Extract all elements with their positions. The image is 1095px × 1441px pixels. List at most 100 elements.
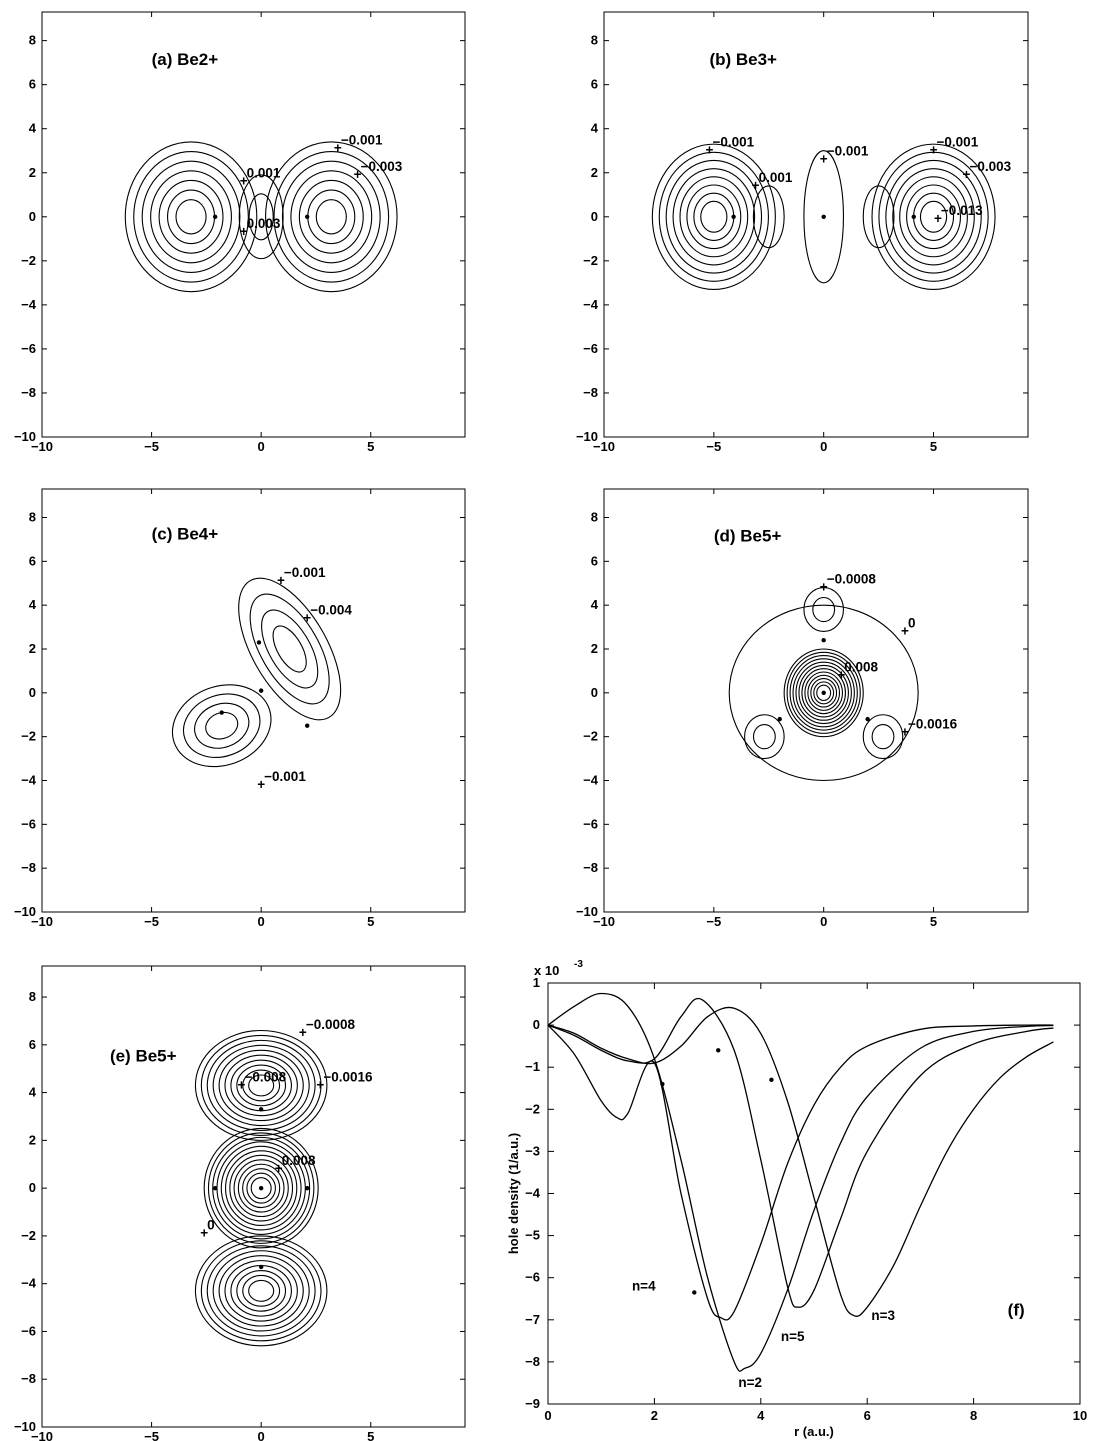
contour-line — [798, 664, 849, 721]
contour-line — [248, 193, 274, 241]
x-tick-label: 5 — [367, 1429, 374, 1441]
y-axis-label: hole density (1/a.u.) — [506, 1133, 521, 1254]
contour-line — [242, 1168, 281, 1209]
contour-line — [812, 596, 836, 623]
contour-label: −0.001 — [712, 135, 754, 150]
y-tick-label: −10 — [14, 429, 36, 444]
contour-label: −0.003 — [361, 159, 403, 174]
y-tick-label: −4 — [583, 772, 599, 787]
y-tick-label: 2 — [29, 1132, 36, 1147]
contour-line — [237, 1163, 285, 1213]
y-tick-label: −2 — [583, 729, 598, 744]
contour-line — [229, 1154, 294, 1222]
nucleus-dot — [219, 710, 224, 715]
contour-line — [273, 150, 390, 283]
x-tick-label: −10 — [31, 914, 53, 929]
contour-line — [885, 159, 982, 274]
contour-lines — [171, 577, 342, 768]
nucleus-dot — [304, 723, 310, 728]
y-tick-label: −2 — [21, 253, 36, 268]
y-tick-label: −4 — [583, 297, 599, 312]
contour-line — [212, 1136, 311, 1240]
contour-line — [236, 1064, 287, 1107]
x-axis-label: r (a.u.) — [794, 1424, 834, 1439]
contour-label: 0 — [908, 615, 916, 630]
contour-marker: + — [275, 1161, 283, 1176]
contour-line — [679, 176, 749, 258]
contour-line — [752, 724, 776, 750]
contour-line — [205, 711, 239, 740]
y-tick-label: 6 — [29, 1037, 36, 1052]
curve-marker — [692, 1290, 697, 1295]
nucleus-dot — [304, 1185, 310, 1191]
contour-line — [752, 185, 785, 249]
contour-line — [672, 168, 756, 266]
x-tick-label: 5 — [930, 914, 937, 929]
contour-label: −0.013 — [941, 203, 983, 218]
y-tick-label: 0 — [591, 209, 598, 224]
contour-marker: + — [354, 167, 362, 182]
x-tick-label: −5 — [706, 914, 721, 929]
nucleus-dot — [821, 638, 826, 643]
contour-label: −0.001 — [341, 133, 383, 148]
contour-line — [813, 681, 835, 705]
contour-line — [194, 1029, 328, 1141]
x-tick-label: −5 — [706, 439, 721, 454]
x-tick-label: 0 — [258, 914, 265, 929]
contour-line — [248, 1074, 275, 1097]
contour-line — [212, 1250, 310, 1332]
contour-marker: + — [303, 610, 311, 625]
contour-marker: + — [299, 1025, 307, 1040]
contour-line — [290, 170, 373, 264]
contour-line — [795, 661, 852, 725]
y-tick-label: 0 — [29, 1180, 36, 1195]
x-tick-label: −10 — [31, 439, 53, 454]
y-tick-label: −3 — [525, 1143, 540, 1158]
contour-label: −0.008 — [244, 1069, 286, 1084]
contour-line — [804, 671, 844, 715]
x-tick-label: 5 — [367, 914, 374, 929]
x-tick-label: −10 — [31, 1429, 53, 1441]
y-tick-label: −10 — [576, 429, 598, 444]
contour-line — [141, 160, 241, 273]
contour-marker: + — [240, 224, 248, 239]
series-line-n=5 — [547, 997, 1054, 1308]
contour-line — [700, 200, 728, 233]
contour-line — [200, 1240, 322, 1342]
y-tick-label: −5 — [525, 1228, 540, 1243]
contour-line — [124, 141, 258, 293]
nucleus-dot — [777, 716, 782, 722]
contour-line — [250, 1177, 272, 1200]
x-tick-label: −5 — [144, 439, 159, 454]
contour-line — [744, 714, 785, 760]
y-tick-label: 4 — [29, 1085, 37, 1100]
y-tick-label: −9 — [525, 1396, 540, 1411]
plot-frame — [41, 965, 466, 1428]
y-tick-label: 6 — [29, 77, 36, 92]
contour-marker: + — [820, 580, 828, 595]
nucleus-dot — [821, 690, 826, 696]
contour-line — [248, 1279, 275, 1302]
nucleus-dot — [258, 1107, 264, 1112]
contour-marker: + — [200, 1226, 208, 1241]
contour-marker: + — [820, 152, 828, 167]
contour-line — [862, 185, 895, 249]
curve-marker — [716, 1048, 721, 1053]
x-tick-label: 0 — [544, 1408, 551, 1423]
contour-lines — [194, 1029, 328, 1347]
panel-title: (b) Be3+ — [709, 50, 777, 69]
contour-line — [658, 151, 769, 282]
contour-marker: + — [752, 178, 760, 193]
y-tick-label: −4 — [21, 297, 37, 312]
contour-label: 0.001 — [247, 166, 281, 181]
y-tick-label: −6 — [583, 816, 598, 831]
y-tick-label: −8 — [525, 1354, 540, 1369]
x-tick-label: 5 — [367, 439, 374, 454]
contour-line — [871, 724, 895, 750]
contour-line — [194, 702, 250, 749]
contour-marker: + — [930, 143, 938, 158]
y-tick-label: −4 — [525, 1186, 541, 1201]
series-line-n=2 — [547, 992, 1054, 1372]
panel-title: (e) Be5+ — [110, 1047, 177, 1066]
